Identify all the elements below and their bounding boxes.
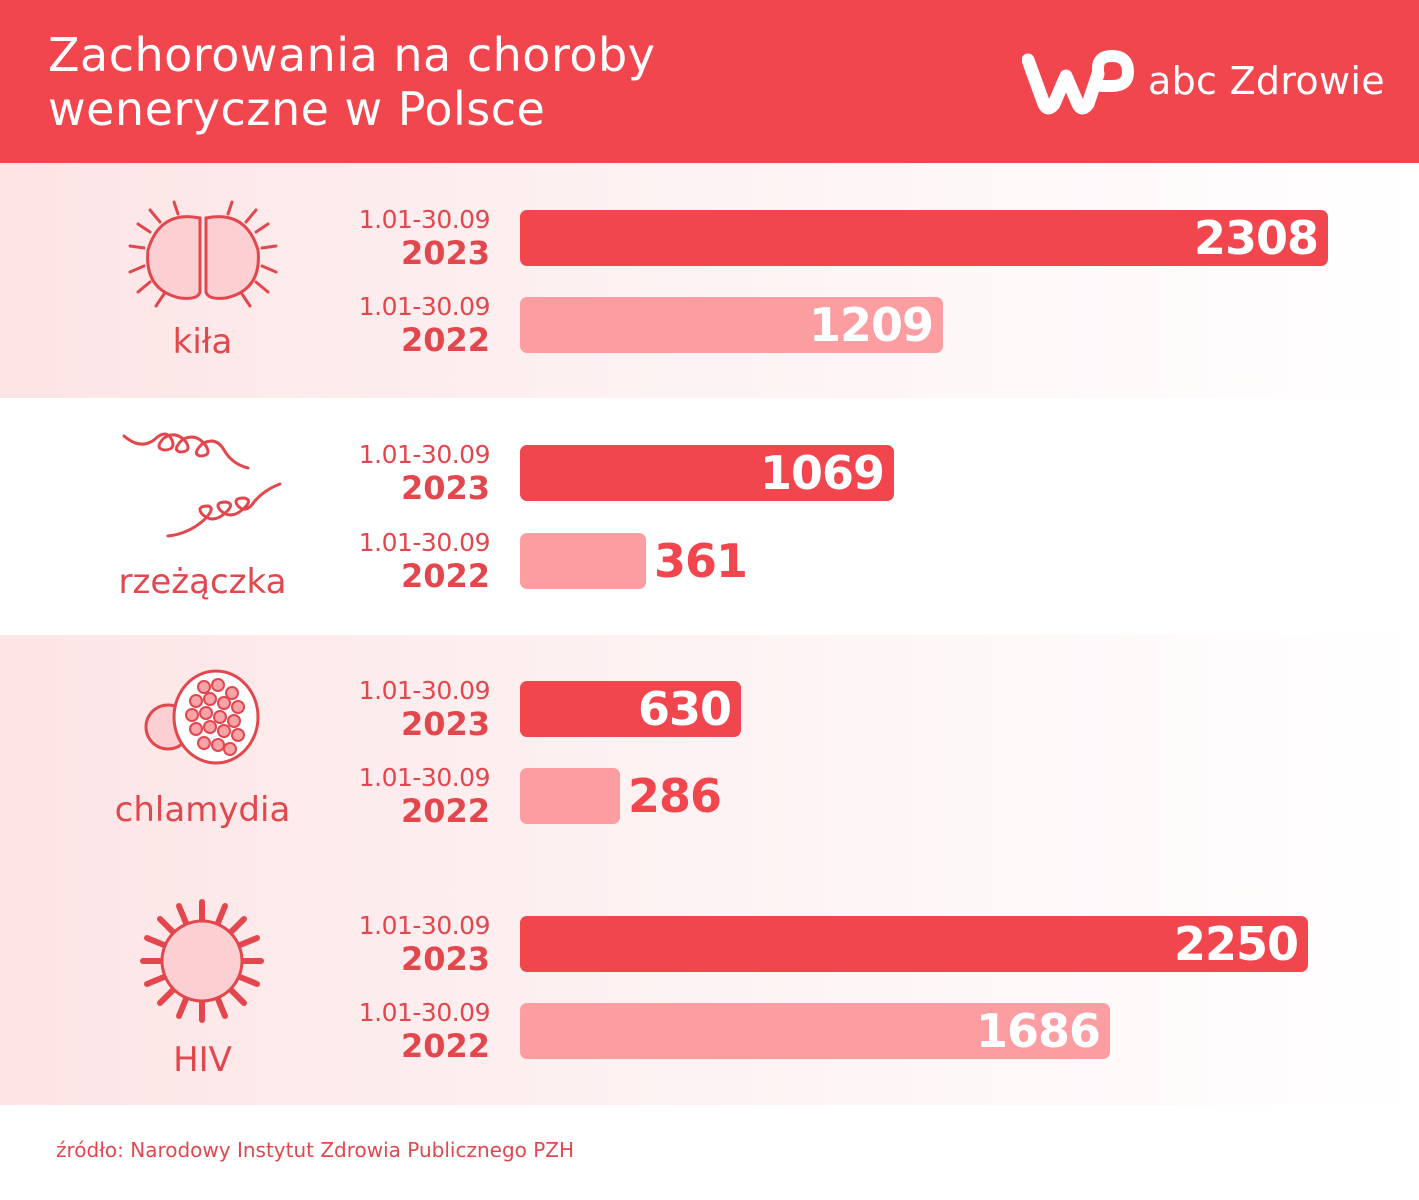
bar-value-chlamydia-2023: 630 (637, 682, 732, 736)
period-range: 1.01-30.09 (358, 911, 491, 940)
period-range: 1.01-30.09 (358, 676, 491, 705)
period-label-chlamydia-2023: 1.01-30.09 2023 (340, 676, 491, 743)
period-range: 1.01-30.09 (358, 998, 491, 1027)
period-range: 1.01-30.09 (358, 292, 491, 321)
period-year: 2022 (400, 557, 490, 595)
period-label-kila-2022: 1.01-30.09 2022 (340, 292, 491, 359)
period-range: 1.01-30.09 (358, 763, 491, 792)
bar-value-chlamydia-2022: 286 (628, 769, 722, 823)
hiv-virus-icon (140, 899, 264, 1023)
bar-hiv-2023: 2250 (520, 916, 1308, 972)
disease-label-kila: kiła (172, 322, 233, 362)
disease-label-chlamydia: chlamydia (114, 790, 291, 830)
period-range: 1.01-30.09 (358, 440, 491, 469)
period-year: 2023 (400, 940, 490, 978)
gonorrhea-bacteria-icon (122, 432, 282, 538)
bar-value-kila-2022: 1209 (808, 298, 934, 352)
period-year: 2023 (400, 705, 490, 743)
header-banner: Zachorowania na choroby weneryczne w Pol… (0, 0, 1419, 163)
title-line-1: Zachorowania na choroby (48, 28, 656, 82)
period-year: 2022 (400, 1027, 490, 1065)
period-range: 1.01-30.09 (358, 528, 491, 557)
period-range: 1.01-30.09 (358, 205, 491, 234)
title-line-2: weneryczne w Polsce (48, 82, 546, 136)
bar-value-hiv-2023: 2250 (1173, 917, 1299, 971)
period-label-hiv-2022: 1.01-30.09 2022 (340, 998, 491, 1065)
source-note: źródło: Narodowy Instytut Zdrowia Public… (56, 1138, 575, 1162)
page-title: Zachorowania na choroby weneryczne w Pol… (48, 28, 808, 136)
wp-logo-icon (1022, 50, 1134, 115)
period-label-chlamydia-2022: 1.01-30.09 2022 (340, 763, 491, 830)
brand-logo: abc Zdrowie (1022, 46, 1385, 116)
disease-label-rzezaczka: rzeżączka (118, 562, 287, 602)
bar-rzezaczka-2023: 1069 (520, 445, 894, 501)
period-year: 2023 (400, 234, 490, 272)
bar-kila-2022: 1209 (520, 297, 943, 353)
period-label-hiv-2023: 1.01-30.09 2023 (340, 911, 491, 978)
bar-value-kila-2023: 2308 (1193, 211, 1319, 265)
period-label-kila-2023: 1.01-30.09 2023 (340, 205, 491, 272)
period-year: 2022 (400, 792, 490, 830)
group-band-rzezaczka (0, 398, 1419, 635)
bar-hiv-2022: 1686 (520, 1003, 1110, 1059)
period-year: 2023 (400, 469, 490, 507)
syphilis-bacteria-icon (128, 200, 278, 308)
bar-chlamydia-2022: 286 (520, 768, 722, 824)
bar-value-rzezaczka-2022: 361 (654, 534, 748, 588)
bar-chlamydia-2023: 630 (520, 681, 741, 737)
disease-label-hiv: HIV (173, 1040, 232, 1080)
period-label-rzezaczka-2023: 1.01-30.09 2023 (340, 440, 491, 507)
chlamydia-cell-icon (144, 669, 260, 765)
bar-value-hiv-2022: 1686 (975, 1004, 1101, 1058)
period-year: 2022 (400, 321, 490, 359)
group-band-hiv (0, 870, 1419, 1105)
bar-value-rzezaczka-2023: 1069 (759, 446, 885, 500)
bar-rzezaczka-2022: 361 (520, 533, 748, 589)
bar-kila-2023: 2308 (520, 210, 1328, 266)
period-label-rzezaczka-2022: 1.01-30.09 2022 (340, 528, 491, 595)
brand-name: abc Zdrowie (1148, 59, 1385, 103)
